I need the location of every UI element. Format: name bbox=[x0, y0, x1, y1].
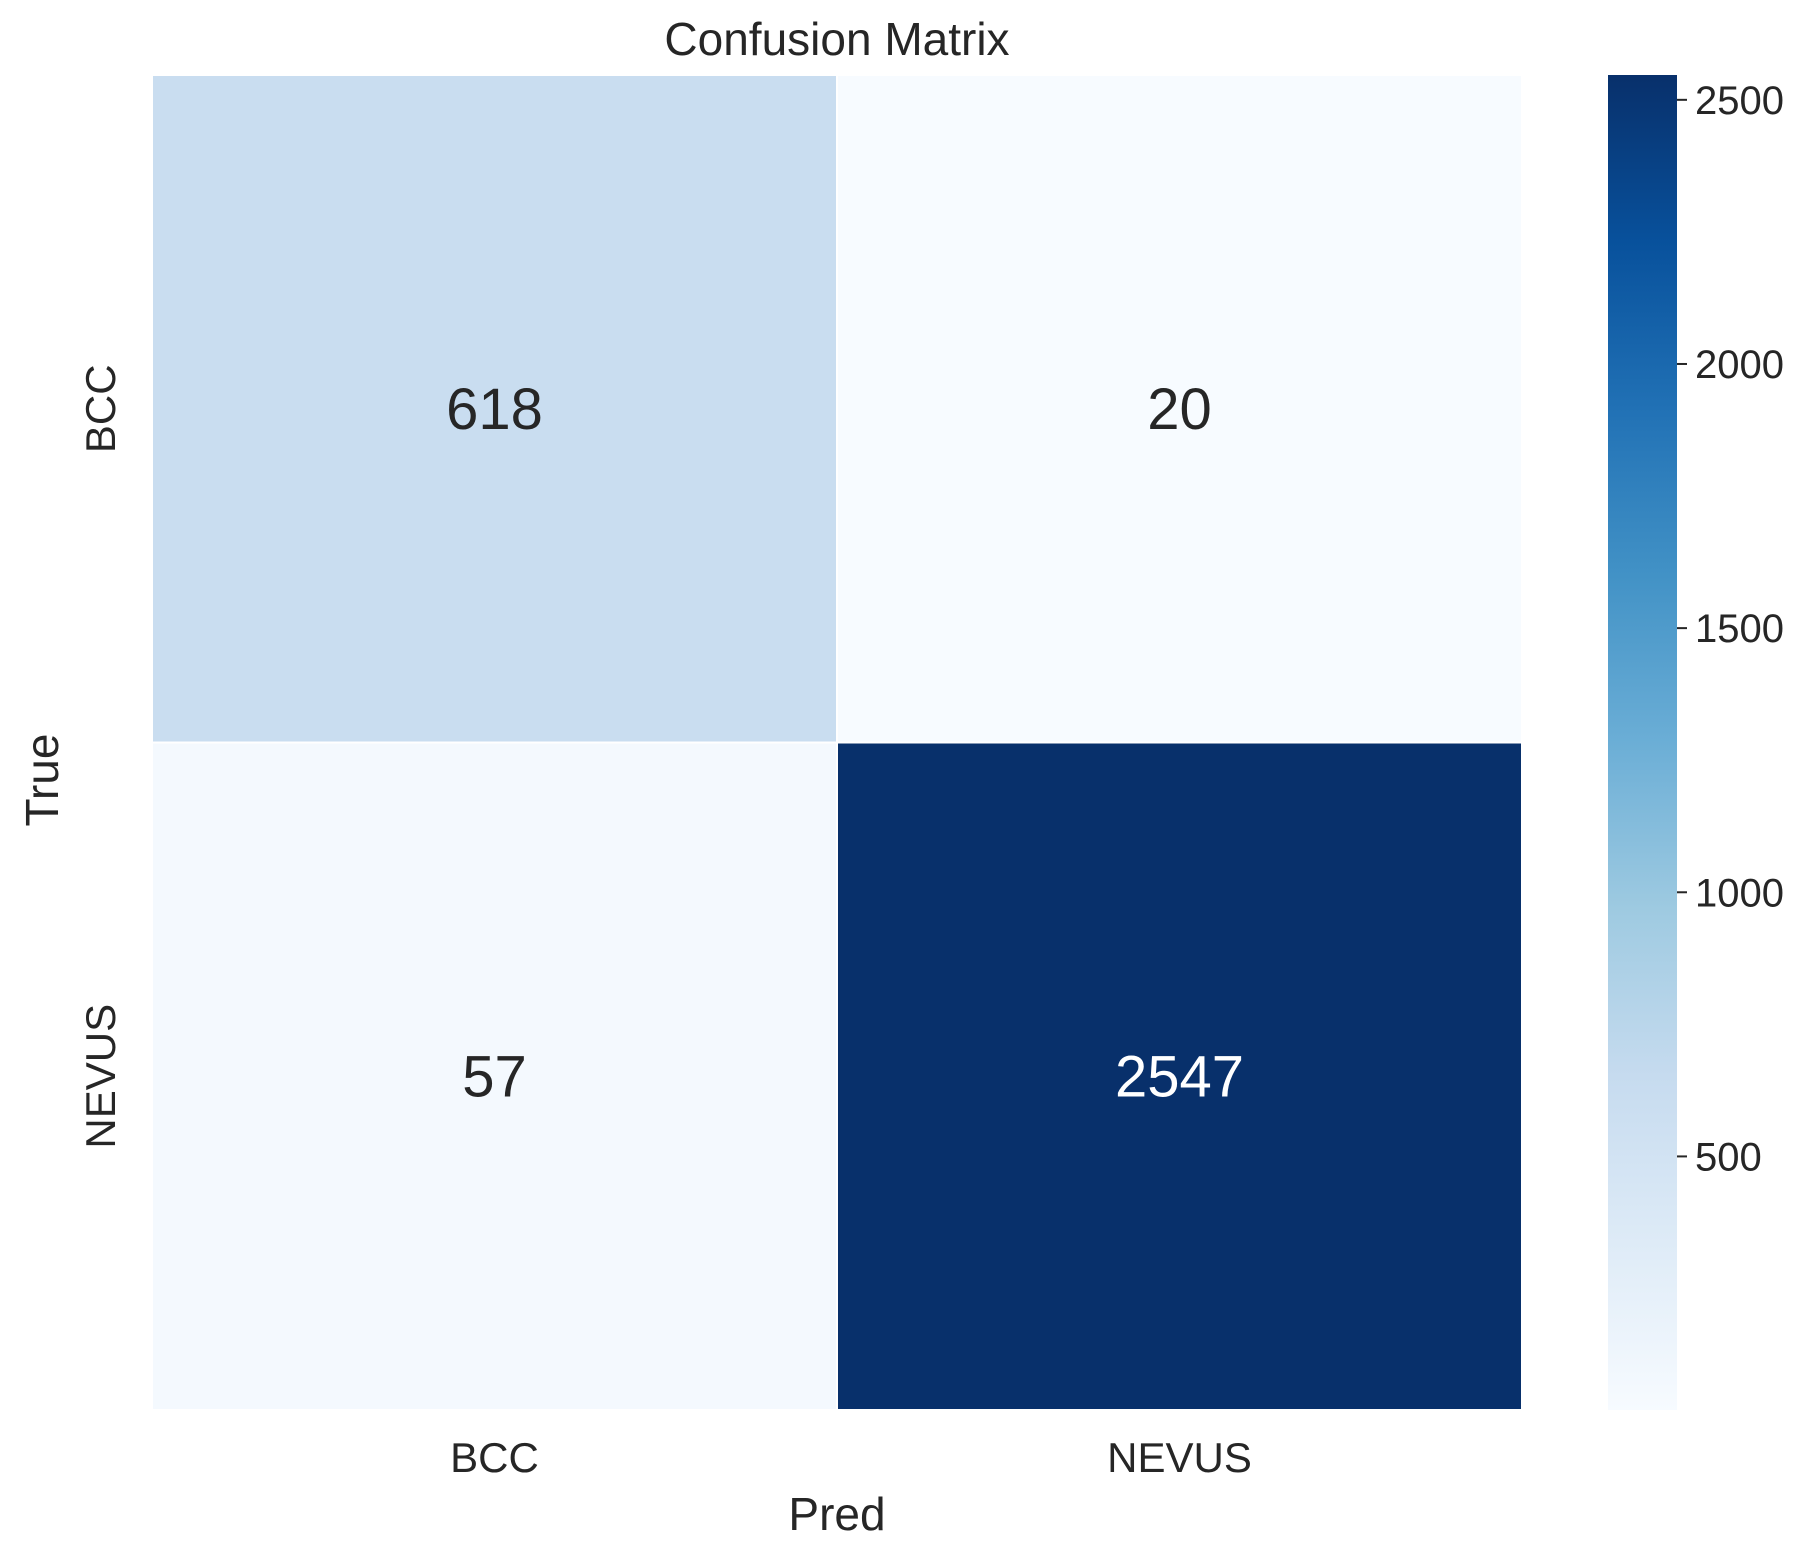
heatmap-cell-labels: 618 20 57 2547 bbox=[446, 377, 1244, 1110]
colorbar-tick-label: 2500 bbox=[1695, 79, 1784, 123]
heatmap-cell-nevus-nevus bbox=[836, 741, 1523, 1411]
colorbar-tick-label: 1000 bbox=[1695, 871, 1784, 915]
x-axis-ticks: BCC NEVUS bbox=[450, 1434, 1252, 1481]
colorbar: 500 1000 1500 2000 2500 bbox=[1608, 75, 1784, 1410]
x-tick-label: BCC bbox=[450, 1434, 539, 1481]
colorbar-gradient bbox=[1608, 75, 1677, 1410]
y-tick-label: BCC bbox=[77, 364, 124, 453]
y-tick-label: NEVUS bbox=[77, 1004, 124, 1149]
heatmap-cell-nevus-bcc bbox=[151, 741, 838, 1411]
cell-value-label: 618 bbox=[446, 377, 543, 442]
heatmap-cells bbox=[151, 74, 1523, 1411]
colorbar-tick-label: 500 bbox=[1695, 1135, 1762, 1179]
y-axis-label: True bbox=[16, 734, 68, 827]
cell-value-label: 20 bbox=[1147, 377, 1212, 442]
cell-value-label: 57 bbox=[462, 1044, 527, 1109]
y-axis-ticks: BCC NEVUS bbox=[77, 364, 124, 1148]
heatmap-cell-bcc-nevus bbox=[836, 74, 1523, 744]
x-axis-label: Pred bbox=[788, 1488, 885, 1540]
heatmap-cell-bcc-bcc bbox=[151, 74, 838, 744]
chart-title: Confusion Matrix bbox=[664, 13, 1009, 65]
colorbar-tick-label: 1500 bbox=[1695, 607, 1784, 651]
cell-value-label: 2547 bbox=[1115, 1044, 1244, 1109]
colorbar-tick-label: 2000 bbox=[1695, 343, 1784, 387]
x-tick-label: NEVUS bbox=[1107, 1434, 1252, 1481]
